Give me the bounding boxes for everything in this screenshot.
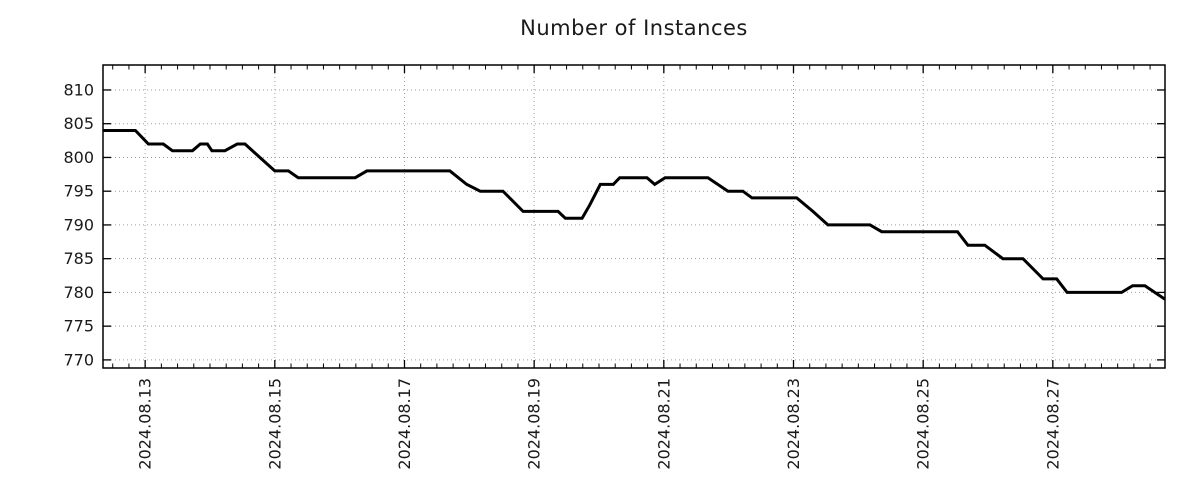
axis-tick-labels: 2024.08.13 2024.08.15 2024.08.17 2024.08.19… xyxy=(63,80,1062,469)
y-tick-label: 780 xyxy=(63,283,94,302)
x-tick-label: 2024.08.27 xyxy=(1043,378,1062,470)
x-tick-label: 2024.08.15 xyxy=(265,378,284,470)
x-tick-label: 2024.08.17 xyxy=(395,378,414,470)
axis-ticks xyxy=(103,65,1165,368)
x-tick-label: 2024.08.21 xyxy=(654,378,673,470)
chart-title: Number of Instances xyxy=(520,16,748,40)
y-tick-label: 790 xyxy=(63,215,94,234)
y-tick-label: 810 xyxy=(63,80,94,99)
series-line xyxy=(103,129,1166,301)
y-tick-label: 805 xyxy=(63,114,94,133)
y-tick-label: 800 xyxy=(63,148,94,167)
y-tick-label: 775 xyxy=(63,317,94,336)
x-tick-label: 2024.08.13 xyxy=(136,378,155,470)
y-tick-label: 795 xyxy=(63,182,94,201)
y-tick-label: 770 xyxy=(63,350,94,369)
gridlines xyxy=(103,65,1165,368)
plot-frame xyxy=(102,64,1166,369)
y-tick-label: 785 xyxy=(63,249,94,268)
data-line xyxy=(103,129,1166,301)
x-tick-label: 2024.08.19 xyxy=(525,378,544,470)
x-tick-label: 2024.08.25 xyxy=(914,378,933,470)
x-tick-label: 2024.08.23 xyxy=(784,378,803,470)
plot-border xyxy=(102,64,1166,369)
